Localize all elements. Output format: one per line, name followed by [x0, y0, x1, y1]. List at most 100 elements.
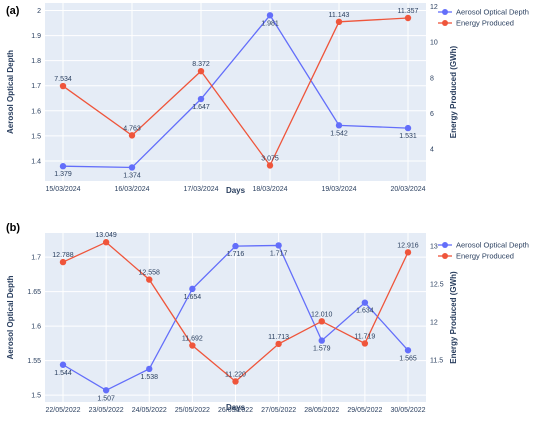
y-axis-title: Aerosol Optical Depth — [6, 50, 15, 134]
legend-swatch-marker — [442, 253, 448, 259]
y2-tick-label: 10 — [430, 40, 438, 47]
data-label: 1.654 — [184, 294, 202, 301]
x-tick-label: 26/05/2022 — [218, 407, 253, 414]
data-point — [59, 82, 67, 90]
x-tick-label: 28/05/2022 — [304, 407, 339, 414]
panel-letter: (b) — [6, 222, 20, 234]
data-label: 1.634 — [356, 308, 374, 315]
data-point — [102, 239, 110, 246]
data-label: 11.719 — [354, 333, 375, 340]
data-point — [361, 299, 369, 306]
data-point — [197, 67, 205, 75]
legend-label: Energy Produced — [456, 19, 514, 28]
data-point — [318, 337, 325, 344]
y-tick-label: 1.65 — [27, 289, 41, 296]
x-tick-label: 23/05/2022 — [89, 407, 124, 414]
x-tick-label: 25/05/2022 — [175, 407, 210, 414]
data-point — [404, 14, 412, 22]
data-point — [318, 318, 325, 325]
x-tick-label: 18/03/2024 — [252, 186, 287, 193]
data-label: 1.647 — [192, 104, 210, 111]
y2-tick-label: 6 — [430, 111, 434, 118]
data-point — [146, 276, 153, 283]
series-line-1 — [62, 17, 409, 167]
legend-label: Energy Produced — [456, 252, 514, 261]
y-tick-label: 1.9 — [31, 33, 41, 40]
data-label: 4.763 — [123, 125, 141, 132]
series-line-0 — [62, 14, 409, 169]
data-label: 11.143 — [329, 12, 350, 19]
data-label: 12.916 — [397, 242, 419, 249]
data-label: 11.692 — [182, 336, 203, 343]
data-point — [266, 162, 274, 169]
chart-panel-1: 1.5 1.55 1.6 1.65 1.7 11.5 12 12.5 13 22/05/2022 2… — [6, 222, 529, 414]
data-label: 1.379 — [54, 171, 72, 178]
data-point — [102, 387, 110, 394]
data-label: 1.542 — [330, 130, 348, 137]
y-tick-label: 1.7 — [31, 83, 41, 90]
data-point — [275, 340, 282, 348]
data-label: 1.507 — [97, 395, 115, 402]
data-label: 1.717 — [270, 250, 288, 257]
x-axis-title: Days — [226, 403, 246, 412]
data-point — [404, 249, 412, 256]
y2-axis-title: Energy Produced (GWh) — [449, 45, 458, 138]
data-point — [189, 285, 196, 293]
legend-swatch-marker — [442, 9, 448, 15]
data-point — [404, 347, 412, 354]
data-label: 1.565 — [399, 355, 417, 362]
data-point — [266, 12, 274, 19]
x-tick-label: 27/05/2022 — [261, 407, 296, 414]
data-label: 1.716 — [227, 251, 245, 258]
x-tick-label: 17/03/2024 — [183, 186, 218, 193]
data-label: 8.372 — [192, 61, 210, 68]
panel-letter: (a) — [6, 5, 20, 17]
plot-background — [45, 3, 426, 181]
y-axis-title: Aerosol Optical Depth — [6, 275, 15, 359]
data-label: 1.374 — [123, 172, 141, 179]
data-point — [59, 361, 67, 368]
data-point — [128, 132, 136, 139]
data-point — [232, 242, 239, 250]
chart-panel-0: 1.4 1.5 1.6 1.7 1.8 1.9 2 4 6 8 10 12 15/03/2024 16/0… — [6, 3, 529, 195]
data-label: 12.558 — [139, 270, 161, 277]
y2-tick-label: 8 — [430, 75, 434, 82]
y-tick-label: 2 — [37, 8, 41, 15]
data-label: 11.220 — [225, 371, 246, 378]
data-point — [275, 242, 282, 249]
data-point — [335, 18, 343, 26]
y2-tick-label: 11.5 — [430, 358, 443, 365]
x-tick-label: 29/05/2022 — [347, 407, 382, 414]
x-tick-label: 24/05/2022 — [132, 407, 167, 414]
y-tick-label: 1.4 — [31, 158, 41, 165]
data-label: 11.357 — [398, 8, 419, 15]
x-tick-label: 20/03/2024 — [390, 186, 425, 193]
data-point — [197, 95, 205, 103]
data-label: 1.981 — [261, 20, 279, 27]
x-tick-label: 19/03/2024 — [321, 186, 356, 193]
legend-label: Aerosol Optical Depth — [456, 8, 529, 17]
data-label: 11.713 — [268, 334, 289, 341]
legend-swatch-marker — [442, 20, 448, 26]
y-tick-label: 1.7 — [31, 255, 41, 262]
data-point — [189, 342, 196, 349]
data-label: 1.579 — [313, 346, 331, 353]
x-tick-label: 30/05/2022 — [390, 407, 425, 414]
x-tick-label: 15/03/2024 — [45, 186, 80, 193]
data-point — [59, 163, 67, 170]
y2-tick-label: 4 — [430, 146, 434, 153]
legend-label: Aerosol Optical Depth — [456, 241, 529, 250]
y2-tick-label: 12 — [430, 320, 438, 327]
y2-axis-title: Energy Produced (GWh) — [449, 271, 458, 364]
y-tick-label: 1.55 — [27, 358, 41, 365]
data-point — [335, 122, 343, 129]
data-label: 1.538 — [140, 374, 158, 381]
data-label: 1.531 — [399, 133, 417, 140]
y-tick-label: 1.8 — [31, 58, 41, 65]
x-tick-label: 22/05/2022 — [45, 407, 80, 414]
y2-tick-label: 12.5 — [430, 282, 444, 289]
data-label: 13.049 — [95, 232, 117, 239]
data-point — [128, 164, 136, 171]
legend-swatch-marker — [442, 242, 448, 248]
data-point — [232, 378, 239, 385]
